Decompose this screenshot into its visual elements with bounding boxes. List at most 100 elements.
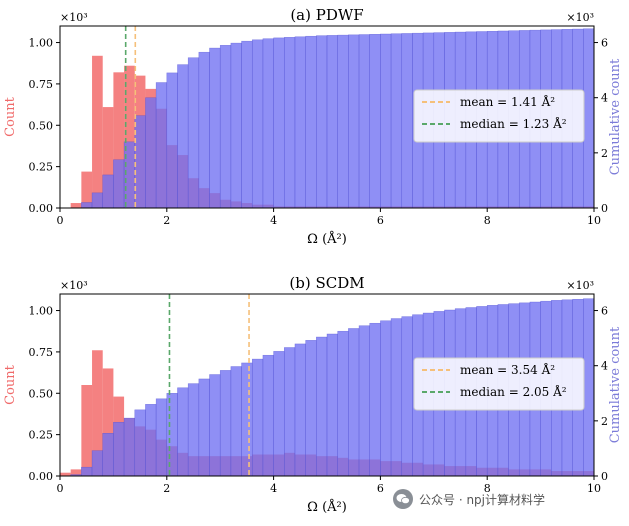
y-left-axis-label: Count [3, 364, 18, 405]
count-bar [60, 472, 71, 476]
y-left-tick-label: 0.25 [29, 429, 54, 442]
y-right-tick-label: 6 [601, 305, 608, 318]
cumulative-bar [583, 298, 595, 477]
chart-title: (b) SCDM [289, 274, 364, 292]
cumulative-bar [337, 34, 349, 209]
cumulative-bar [198, 378, 210, 477]
cumulative-bar [187, 383, 200, 477]
y-left-tick-label: 0.50 [29, 119, 54, 132]
cumulative-bar [145, 97, 157, 209]
y-left-axis-label: Count [3, 96, 18, 137]
legend-median-label: median = 2.05 Å² [460, 384, 567, 399]
cumulative-bar [177, 64, 189, 209]
count-bar [102, 107, 114, 208]
x-tick-label: 2 [163, 214, 170, 227]
x-axis-label: Ω (Å²) [307, 231, 347, 247]
count-bar [70, 203, 82, 208]
left-multiplier: ×10³ [60, 11, 88, 24]
cumulative-bar [102, 433, 114, 477]
cumulative-bar [102, 174, 114, 209]
y-left-tick-label: 1.00 [29, 37, 54, 50]
cumulative-bar [316, 336, 328, 477]
left-multiplier: ×10³ [60, 279, 88, 292]
axes-frame [59, 293, 595, 477]
cumulative-bar [91, 450, 103, 477]
y-right-tick-label: 4 [601, 360, 608, 373]
cumulative-bar [273, 37, 285, 209]
legend-box [413, 89, 585, 143]
count-bar [81, 171, 93, 208]
x-tick-label: 6 [377, 214, 384, 227]
legend-mean-label: mean = 3.54 Å² [460, 362, 555, 377]
cumulative-bar [390, 318, 403, 477]
y-right-tick-label: 0 [601, 470, 608, 483]
cumulative-bar [166, 393, 178, 477]
cumulative-bar [401, 33, 413, 209]
cumulative-bar [262, 354, 274, 477]
legend-mean-label: mean = 1.41 Å² [460, 94, 555, 109]
cumulative-bar [583, 28, 595, 209]
x-tick-label: 8 [484, 482, 491, 495]
cumulative-bar [134, 409, 146, 477]
cumulative-bar [348, 34, 360, 209]
y-left-tick-label: 0.75 [29, 78, 54, 91]
right-multiplier: ×10³ [566, 279, 594, 292]
axes-frame [59, 25, 595, 209]
x-axis-label: Ω (Å²) [307, 499, 347, 515]
y-right-tick-label: 2 [601, 415, 608, 428]
cumulative-bar [380, 320, 392, 477]
count-bar [113, 72, 125, 208]
cumulative-bar [166, 72, 178, 209]
cumulative-bar [401, 316, 413, 477]
x-tick-label: 0 [57, 214, 64, 227]
cumulative-bar [369, 34, 381, 209]
cumulative-bar [230, 366, 242, 477]
cumulative-bar [241, 40, 253, 209]
cumulative-bar [380, 33, 392, 209]
cumulative-bar [358, 325, 370, 477]
y-right-tick-label: 4 [601, 92, 608, 105]
cumulative-bar [294, 36, 306, 209]
cumulative-bar [294, 343, 306, 477]
chart-title: (a) PDWF [290, 6, 363, 24]
y-right-tick-label: 2 [601, 147, 608, 160]
cumulative-bar [187, 57, 200, 209]
x-tick-label: 10 [587, 482, 601, 495]
cumulative-bar [209, 47, 221, 209]
cumulative-bar [369, 322, 381, 477]
wechat-icon [393, 489, 413, 509]
y-left-tick-label: 0.25 [29, 161, 54, 174]
cumulative-bar [326, 35, 338, 209]
cumulative-bar [251, 39, 264, 209]
watermark: 公众号 · npj计算材料学 [393, 486, 545, 512]
cumulative-bar [326, 333, 338, 477]
cumulative-bar [273, 351, 285, 477]
count-bar [70, 469, 82, 476]
y-right-tick-label: 0 [601, 202, 608, 215]
y-right-tick-label: 6 [601, 37, 608, 50]
cumulative-bar [209, 374, 221, 477]
y-right-axis-label: Cumulative count [608, 326, 623, 443]
cumulative-bar [155, 398, 168, 477]
x-tick-label: 4 [270, 482, 277, 495]
y-left-tick-label: 0.50 [29, 387, 54, 400]
cumulative-bar [145, 404, 157, 477]
cumulative-bar [219, 45, 232, 209]
y-left-tick-label: 1.00 [29, 305, 54, 318]
cumulative-bar [81, 466, 93, 477]
count-bar [102, 368, 114, 476]
y-left-tick-label: 0.00 [29, 202, 54, 215]
cumulative-bar [219, 370, 232, 477]
cumulative-bar [284, 347, 296, 477]
y-left-tick-label: 0.75 [29, 346, 54, 359]
x-tick-label: 4 [270, 214, 277, 227]
y-right-axis-label: Cumulative count [608, 58, 623, 175]
x-tick-label: 10 [587, 214, 601, 227]
right-multiplier: ×10³ [566, 11, 594, 24]
cumulative-bar [241, 362, 253, 477]
cumulative-bar [177, 387, 189, 477]
legend-box [413, 357, 585, 411]
cumulative-bar [113, 159, 125, 209]
cumulative-bar [390, 33, 403, 209]
